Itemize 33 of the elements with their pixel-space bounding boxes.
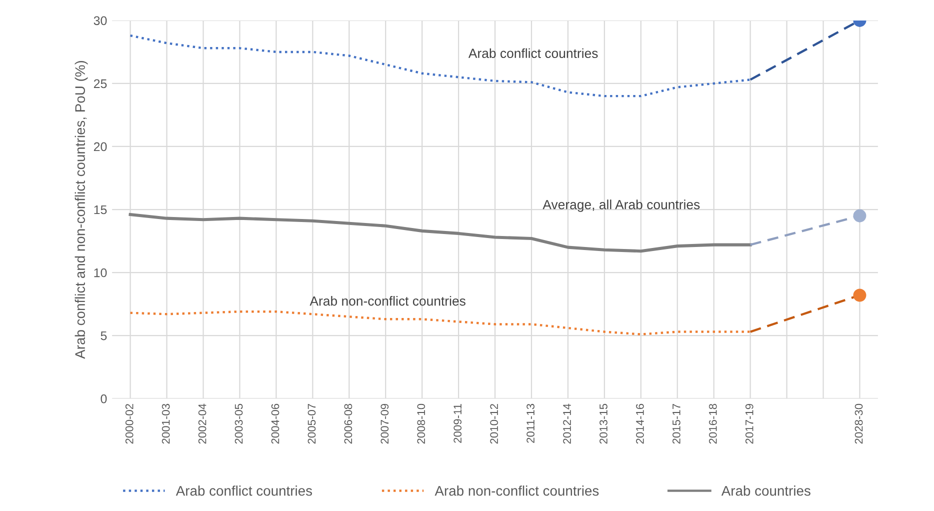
x-tick-label: 2014-16 xyxy=(636,404,644,444)
x-tick-label: 2028-30 xyxy=(854,404,863,444)
y-tick-label: 10 xyxy=(94,268,107,278)
y-tick-label: 20 xyxy=(94,142,107,152)
x-tick-label: 2004-06 xyxy=(271,404,280,444)
x-tick-label: 2000-02 xyxy=(125,404,134,444)
x-tick-label: 2008-10 xyxy=(417,404,426,444)
x-tick-label: 2015-17 xyxy=(672,404,680,444)
y-tick-label: 15 xyxy=(94,205,107,214)
x-tick-label: 2016-18 xyxy=(708,404,717,444)
x-tick-label: 2011-13 xyxy=(526,404,534,443)
x-tick-label: 2006-08 xyxy=(344,404,352,444)
x-tick-label: 2001-03 xyxy=(162,404,170,444)
x-tick-label: 2009-11 xyxy=(454,404,462,443)
x-tick-label: 2007-09 xyxy=(380,404,389,444)
y-tick-label: 30 xyxy=(94,16,107,26)
x-tick-label: 2017-19 xyxy=(745,404,754,444)
legend-label: Arab conflict countries xyxy=(176,486,312,496)
y-tick-label: 0 xyxy=(100,394,107,404)
x-tick-label: 2012-14 xyxy=(563,404,571,444)
x-tick-label: 2013-15 xyxy=(600,404,608,444)
x-tick-label: 2005-07 xyxy=(308,404,316,444)
annotation: Arab non-conflict countries xyxy=(310,296,466,306)
x-tick-label: 2002-04 xyxy=(198,404,206,444)
annotation: Average, all Arab countries xyxy=(542,200,700,212)
y-tick-label: 25 xyxy=(94,79,107,88)
x-tick-label: 2010-12 xyxy=(490,404,498,444)
legend-label: Arab non-conflict countries xyxy=(434,486,599,496)
legend-label: Arab countries xyxy=(721,486,810,496)
y-axis-title: Arab conflict and non-conflict countries, PoU (%) xyxy=(74,60,88,359)
annotation: Arab conflict countries xyxy=(468,48,598,58)
x-tick-label: 2003-05 xyxy=(234,404,243,444)
y-tick-label: 5 xyxy=(100,331,107,340)
